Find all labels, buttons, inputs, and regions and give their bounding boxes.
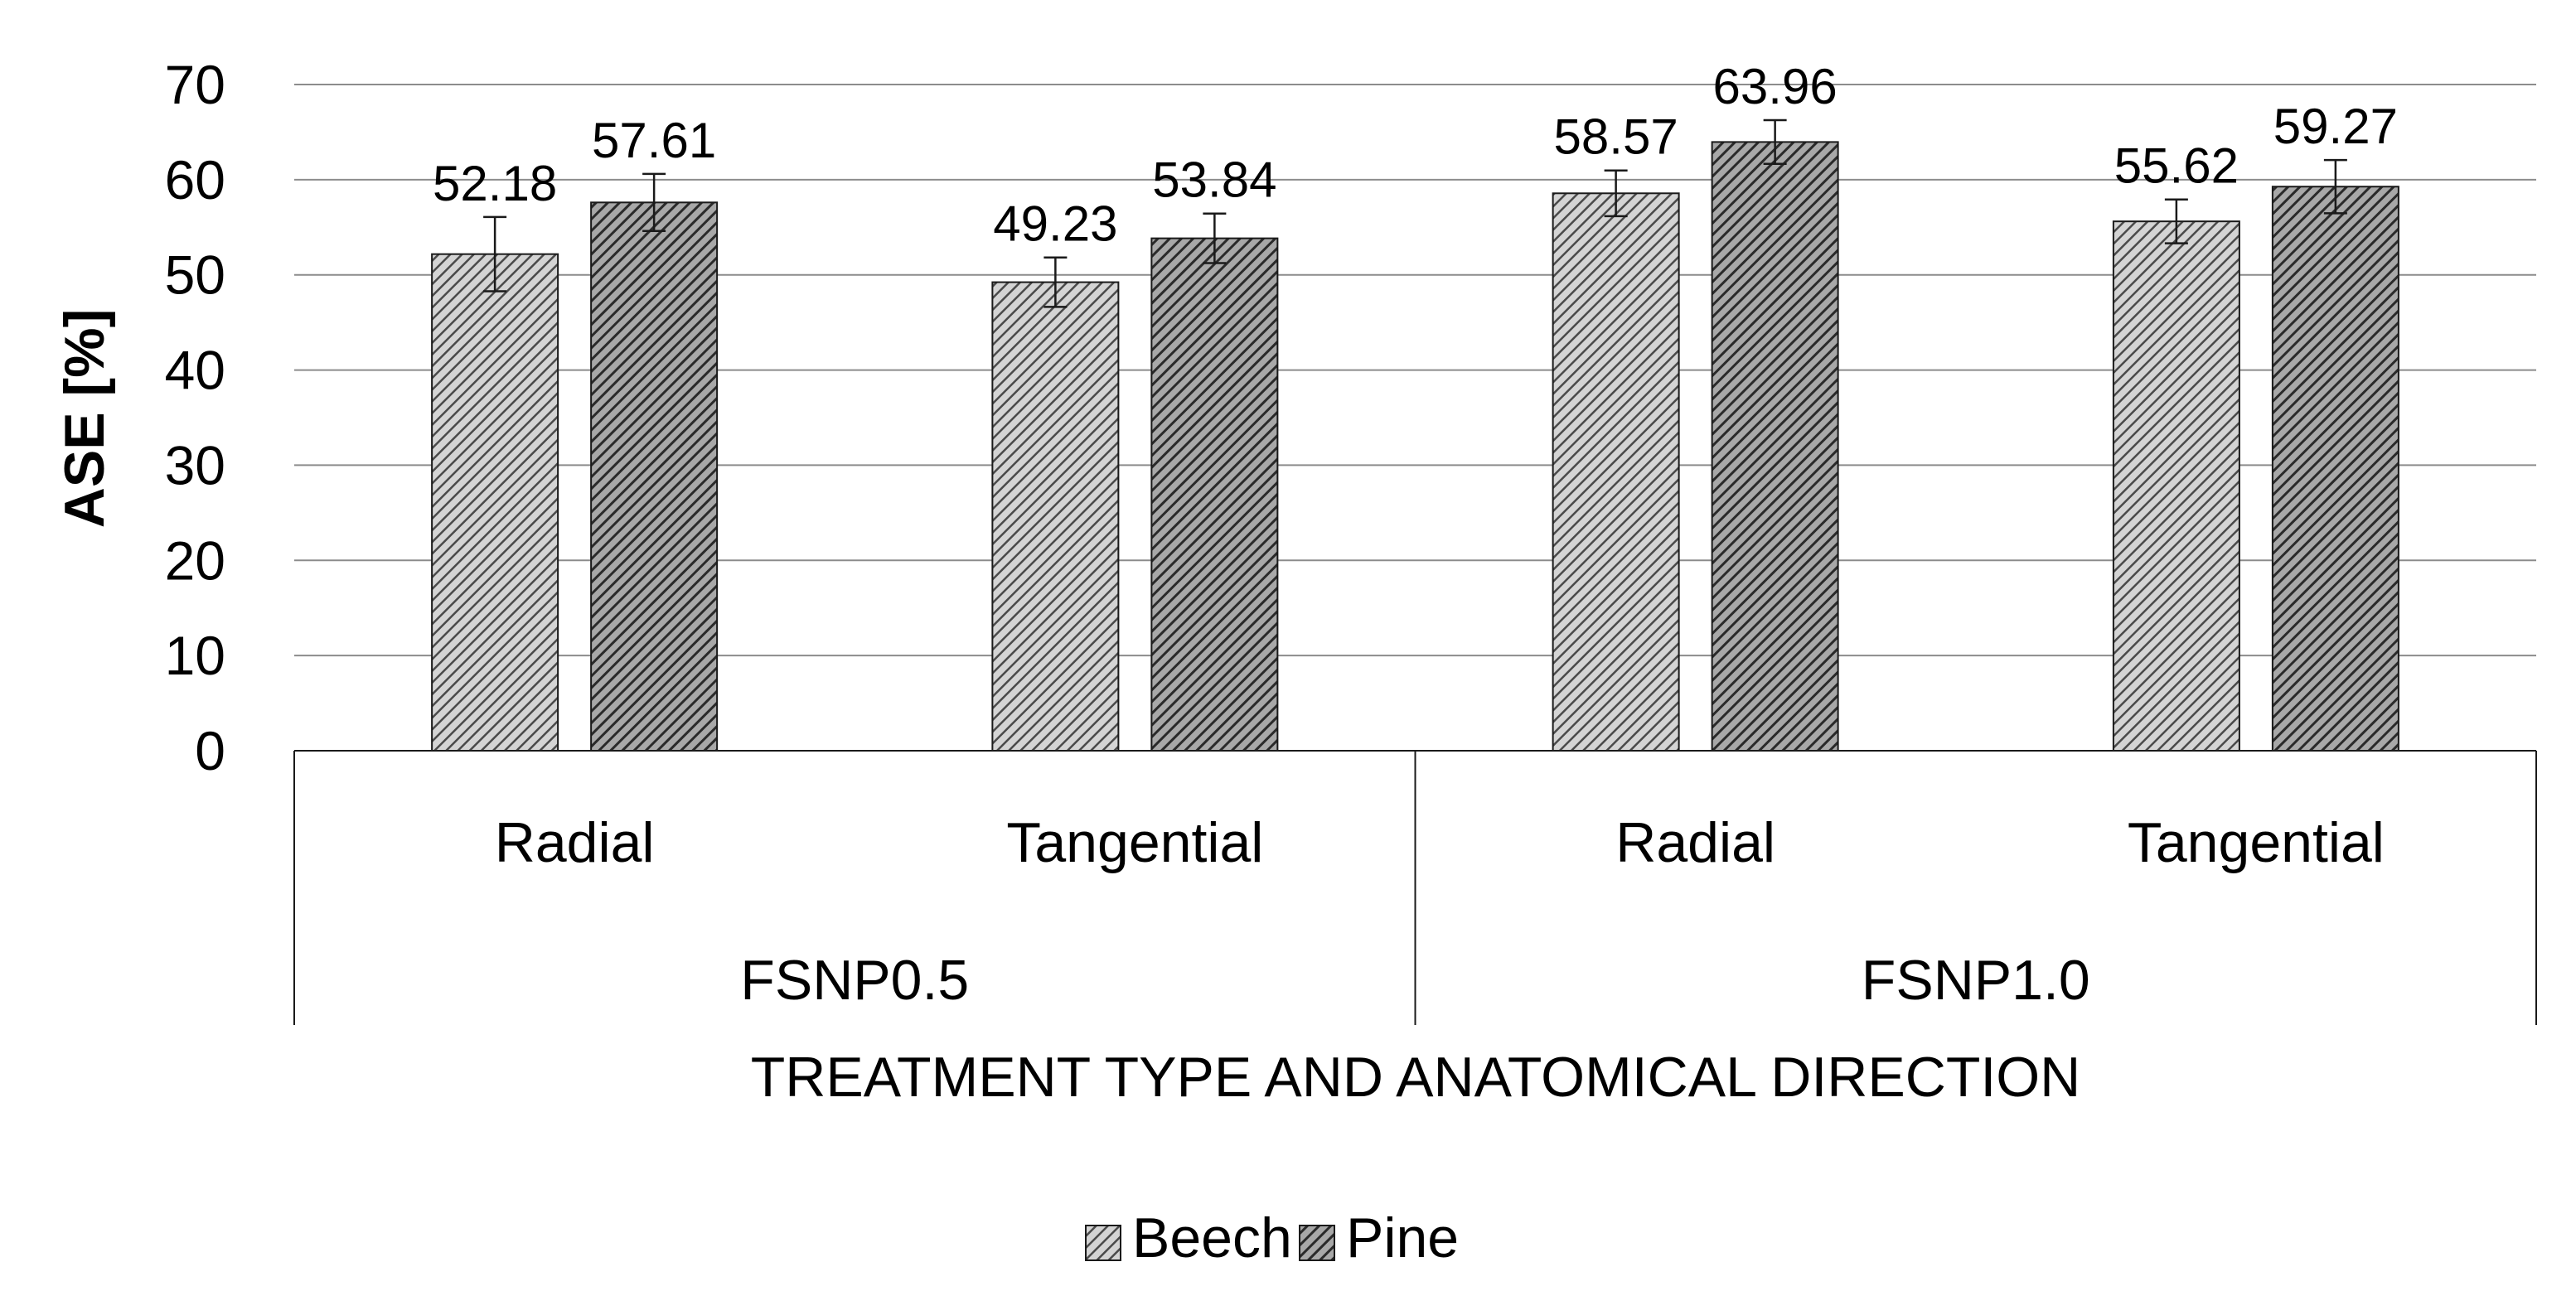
bar-pine-0	[590, 201, 719, 752]
y-tick-label: 10	[165, 625, 225, 686]
data-label: 49.23	[993, 196, 1117, 252]
bar-beech-2	[1552, 192, 1680, 752]
bar-pine-1	[1150, 237, 1279, 752]
x-axis: Radial Tangential Radial Tangential FSNP0.5 F…	[293, 750, 2537, 1025]
data-label: 52.18	[433, 156, 557, 211]
x-category-label: Tangential	[1006, 811, 1263, 874]
error-bar	[1043, 256, 1068, 308]
error-bar	[483, 215, 507, 292]
y-tick-label: 70	[165, 54, 225, 115]
x-group-label: FSNP0.5	[740, 949, 969, 1012]
data-label: 57.61	[592, 113, 716, 168]
legend-item-pine: Pine	[1299, 1206, 1459, 1269]
y-tick-label: 40	[165, 340, 225, 401]
x-category-label: Tangential	[2128, 811, 2385, 874]
legend-label: Pine	[1346, 1206, 1459, 1269]
data-label: 63.96	[1713, 59, 1838, 114]
error-bar	[642, 172, 666, 233]
bar-beech-0	[431, 253, 559, 752]
data-labels: 52.18 57.61 49.23 53.84 58.57 63.96 55.62 59.27	[433, 59, 2398, 252]
y-axis-title: ASE [%]	[53, 309, 116, 528]
data-label: 53.84	[1152, 152, 1276, 208]
x-group-label: FSNP1.0	[1862, 949, 2090, 1012]
data-label: 59.27	[2273, 99, 2398, 154]
legend-swatch	[1299, 1225, 1335, 1261]
y-tick-label: 30	[165, 434, 225, 496]
bar-beech-3	[2112, 220, 2240, 752]
x-category-label: Radial	[1615, 811, 1775, 874]
bars	[431, 141, 2399, 752]
x-axis-title: TREATMENT TYPE AND ANATOMICAL DIRECTION	[751, 1046, 2081, 1109]
legend-label: Beech	[1132, 1206, 1292, 1269]
error-bar	[2164, 198, 2188, 244]
error-bar	[2323, 158, 2347, 215]
data-label: 55.62	[2114, 138, 2239, 194]
error-bar	[1604, 169, 1628, 218]
y-tick-label: 60	[165, 149, 225, 210]
x-category-label: Radial	[495, 811, 655, 874]
error-bars	[483, 118, 2347, 308]
legend: Beech Pine	[1085, 1206, 1459, 1269]
error-bar	[1763, 118, 1787, 166]
legend-item-beech: Beech	[1085, 1206, 1292, 1269]
data-label: 58.57	[1554, 109, 1678, 165]
bar-pine-3	[2271, 186, 2399, 752]
y-tick-label: 20	[165, 529, 225, 591]
legend-swatch	[1085, 1225, 1121, 1261]
y-axis-ticks: 0 10 20 30 40 50 60 70	[165, 54, 225, 781]
error-bar	[1203, 212, 1227, 264]
y-tick-label: 50	[165, 244, 225, 306]
bar-beech-1	[991, 281, 1120, 752]
y-tick-label: 0	[195, 720, 225, 781]
bar-pine-2	[1711, 141, 1839, 752]
